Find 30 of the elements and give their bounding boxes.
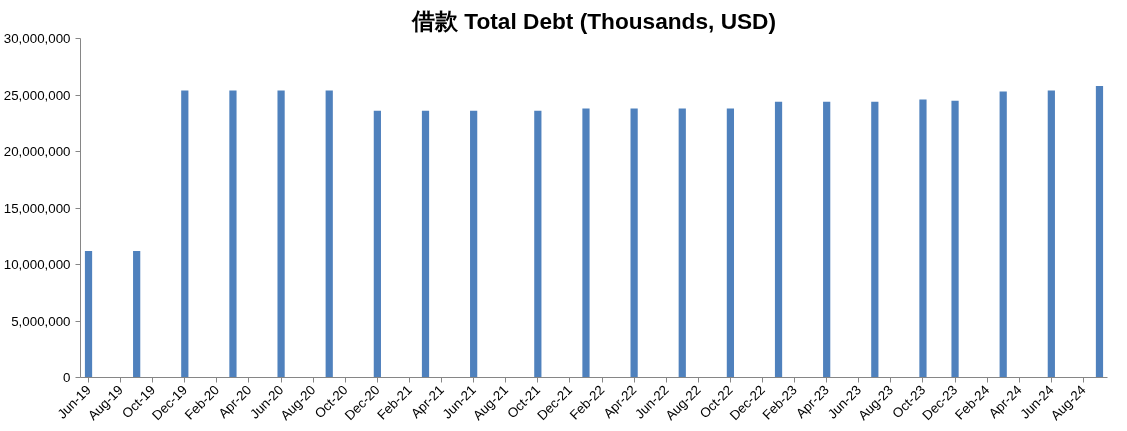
bar: [726, 108, 735, 378]
bar: [1095, 85, 1104, 378]
bar: [421, 110, 430, 378]
bar: [919, 99, 927, 378]
bar: [181, 90, 189, 378]
bar: [373, 110, 381, 378]
bar: [871, 101, 879, 378]
y-tick-label: 10,000,000: [3, 257, 71, 272]
bar: [277, 90, 285, 378]
y-tick-label: 5,000,000: [11, 313, 71, 329]
bar: [951, 100, 959, 378]
bar: [823, 101, 831, 378]
chart-title: 借款 Total Debt (Thousands, USD): [410, 7, 777, 34]
bar: [774, 101, 783, 378]
y-tick-label: 25,000,000: [3, 87, 71, 103]
bar: [133, 250, 141, 378]
bar: [229, 90, 237, 378]
y-tick-label: 0: [63, 370, 71, 385]
bar: [325, 90, 333, 378]
bar: [678, 108, 686, 378]
y-tick-label: 30,000,000: [3, 31, 71, 46]
y-tick-label: 15,000,000: [3, 200, 71, 216]
bar: [1047, 90, 1055, 378]
bar: [630, 108, 638, 378]
bar: [470, 110, 478, 378]
y-tick-label: 20,000,000: [3, 144, 71, 159]
bar: [999, 91, 1007, 378]
bar: [534, 110, 542, 378]
bar: [582, 108, 590, 378]
bar: [84, 250, 93, 378]
